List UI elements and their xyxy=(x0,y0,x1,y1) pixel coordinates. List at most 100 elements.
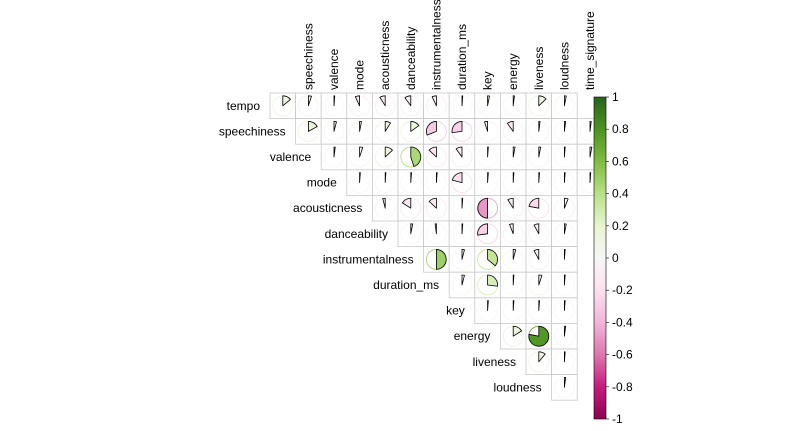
pie-valence-duration-ms xyxy=(428,146,437,158)
row-label-danceability: danceability xyxy=(325,227,388,241)
pie-mode-instrumentalness xyxy=(410,172,412,183)
colorbar-tick-label: 0.2 xyxy=(612,219,629,233)
pie-tempo-acousticness xyxy=(354,95,360,107)
pie-acousticness-loudness xyxy=(528,197,540,209)
pie-danceability-key xyxy=(461,223,464,235)
pie-valence-key xyxy=(455,146,463,158)
pie-instrumentalness-duration-ms xyxy=(436,249,447,270)
col-label-liveness: liveness xyxy=(532,47,546,90)
pie-tempo-speechiness xyxy=(282,95,291,107)
pie-acousticness-time-signature xyxy=(564,197,569,209)
colorbar-tick-label: -0.8 xyxy=(612,380,633,394)
pie-energy-liveness xyxy=(512,325,523,337)
pie-speechiness-key xyxy=(451,121,463,134)
pie-duration-ms-time-signature xyxy=(564,274,566,286)
colorbar-tick-label: -0.4 xyxy=(612,315,633,329)
pie-energy-time-signature xyxy=(564,325,567,337)
row-label-key: key xyxy=(446,304,465,318)
pie-danceability-liveness xyxy=(509,223,514,235)
pie-acousticness-liveness xyxy=(507,197,514,209)
pie-acousticness-duration-ms xyxy=(428,197,437,209)
pie-instrumentalness-energy xyxy=(487,249,498,267)
pie-tempo-key xyxy=(461,95,464,107)
pie-speechiness-danceability xyxy=(384,121,391,132)
col-label-speechiness: speechiness xyxy=(301,23,315,90)
pie-duration-ms-key xyxy=(461,274,465,286)
pie-danceability-instrumentalness xyxy=(410,223,414,235)
pie-valence-acousticness xyxy=(359,146,364,158)
pie-mode-energy xyxy=(487,172,489,183)
colorbar-tick-label: -0.6 xyxy=(612,348,633,362)
pie-speechiness-instrumentalness xyxy=(410,121,420,132)
colorbar-tick-label: 1 xyxy=(612,90,619,104)
row-label-liveness: liveness xyxy=(473,355,516,369)
pie-danceability-energy xyxy=(477,223,488,236)
pie-key-energy xyxy=(487,300,489,311)
col-label-valence: valence xyxy=(327,48,341,90)
col-label-mode: mode xyxy=(353,60,367,90)
pie-acousticness-instrumentalness xyxy=(401,197,412,209)
pie-speechiness-valence xyxy=(308,121,318,132)
col-label-time-signature: time_signature xyxy=(583,11,597,90)
row-label-speechiness: speechiness xyxy=(219,124,286,138)
pie-mode-undefined xyxy=(589,172,592,183)
colorbar-tick-label: -0.2 xyxy=(612,283,633,297)
pie-valence-danceability xyxy=(384,146,393,158)
pie-mode-loudness xyxy=(538,172,540,183)
pie-valence-time-signature xyxy=(564,146,566,158)
pie-tempo-danceability xyxy=(379,95,386,107)
pie-valence-loudness xyxy=(538,146,542,158)
pie-valence-undefined xyxy=(589,146,593,158)
pie-speechiness-acousticness xyxy=(359,121,362,132)
pie-instrumentalness-key xyxy=(461,249,465,260)
pie-acousticness-danceability xyxy=(382,197,386,209)
pie-speechiness-duration-ms xyxy=(426,121,437,136)
pie-instrumentalness-time-signature xyxy=(564,249,566,260)
col-label-instrumentalness: instrumentalness xyxy=(429,0,443,90)
pie-valence-mode xyxy=(333,146,336,158)
pie-loudness-time-signature xyxy=(564,377,567,388)
pie-tempo-valence xyxy=(308,95,312,107)
pie-key-loudness xyxy=(538,300,540,311)
colorbar-tick-label: 0.6 xyxy=(612,154,629,168)
row-label-instrumentalness: instrumentalness xyxy=(323,252,414,266)
pie-tempo-instrumentalness xyxy=(404,95,412,107)
pie-instrumentalness-loudness xyxy=(533,249,540,260)
pie-acousticness-key xyxy=(461,197,464,209)
pie-key-time-signature xyxy=(564,300,566,311)
pie-danceability-loudness xyxy=(533,223,540,235)
row-label-tempo: tempo xyxy=(227,99,261,113)
pie-tempo-liveness xyxy=(512,95,515,107)
row-label-duration-ms: duration_ms xyxy=(373,278,439,292)
colorbar-tick-label: 0.8 xyxy=(612,122,629,136)
pie-valence-energy xyxy=(487,146,489,158)
pie-duration-ms-energy xyxy=(487,274,498,287)
row-label-acousticness: acousticness xyxy=(293,201,362,215)
pie-duration-ms-loudness xyxy=(538,274,543,286)
pie-liveness-time-signature xyxy=(564,351,566,363)
pie-mode-danceability xyxy=(384,172,387,183)
pie-tempo-loudness xyxy=(538,95,547,107)
pie-liveness-loudness xyxy=(538,351,546,363)
pie-tempo-time-signature xyxy=(564,95,567,107)
pie-key-liveness xyxy=(512,300,515,311)
pie-valence-liveness xyxy=(512,146,516,158)
row-label-mode: mode xyxy=(307,176,337,190)
colorbar-tick-label: 0.4 xyxy=(612,187,629,201)
pie-mode-liveness xyxy=(512,172,515,183)
colorbar xyxy=(593,96,607,420)
row-label-loudness: loudness xyxy=(494,380,542,394)
pie-tempo-mode xyxy=(333,95,336,107)
col-label-acousticness: acousticness xyxy=(378,21,392,90)
pie-danceability-time-signature xyxy=(564,223,567,235)
pie-valence-instrumentalness xyxy=(410,146,422,167)
row-label-valence: valence xyxy=(270,150,312,164)
pie-duration-ms-liveness xyxy=(512,274,515,286)
pie-danceability-duration-ms xyxy=(434,223,437,235)
pie-speechiness-energy xyxy=(484,121,488,132)
row-label-energy: energy xyxy=(454,329,491,343)
col-label-duration-ms: duration_ms xyxy=(455,24,469,90)
colorbar-tick-label: -1 xyxy=(612,412,623,426)
col-label-energy: energy xyxy=(506,53,520,90)
